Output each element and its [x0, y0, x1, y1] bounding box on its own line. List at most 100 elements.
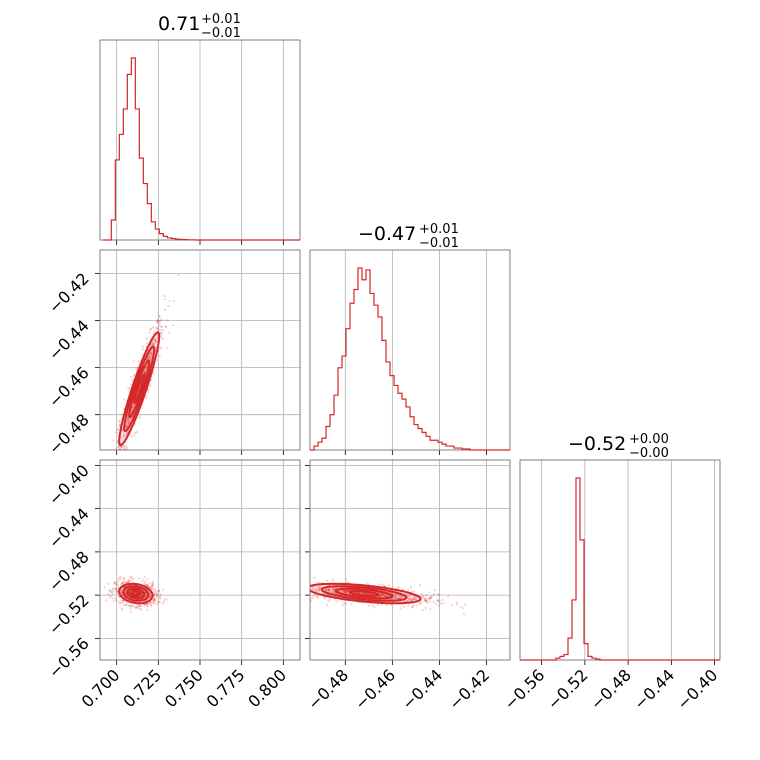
sample-point: [127, 421, 130, 424]
contour-level-0: [348, 590, 380, 597]
sample-point: [345, 591, 348, 594]
sample-point: [409, 597, 412, 600]
sample-point: [156, 329, 159, 332]
sample-point: [363, 592, 366, 595]
sample-point: [149, 328, 153, 331]
sample-point: [127, 386, 130, 390]
sample-point: [152, 599, 155, 602]
sample-point: [163, 298, 166, 301]
sample-point: [157, 589, 161, 592]
sample-point: [130, 409, 133, 412]
sample-point: [345, 589, 348, 592]
sample-point: [166, 347, 169, 350]
sample-point: [316, 596, 319, 599]
sample-point: [153, 599, 156, 602]
sample-point: [155, 321, 158, 324]
sample-point: [152, 343, 156, 346]
x-tick-labels-2: −0.56−0.52−0.48−0.44−0.40: [500, 665, 721, 713]
sample-point: [304, 587, 306, 589]
sample-point: [328, 598, 332, 601]
sample-point: [450, 603, 453, 607]
sample-point: [144, 371, 147, 375]
sample-point: [148, 592, 151, 595]
sample-point: [137, 360, 140, 363]
sample-point: [407, 604, 410, 607]
sample-point: [154, 591, 157, 594]
sample-point: [127, 580, 130, 584]
x-tick-labels-1: −0.48−0.46−0.44−0.42: [304, 665, 493, 713]
sample-point: [145, 604, 149, 607]
sample-point: [124, 591, 127, 595]
x-tick-label: −0.56: [500, 665, 548, 713]
sample-point: [140, 608, 143, 611]
sample-point: [120, 451, 122, 453]
sample-point: [158, 321, 161, 324]
sample-point: [117, 600, 120, 603]
title-value-0: 0.71: [158, 13, 200, 35]
sample-point: [132, 605, 135, 608]
sample-point: [116, 592, 119, 595]
sample-point: [144, 583, 148, 586]
sample-point: [345, 589, 348, 593]
sample-point: [143, 580, 146, 583]
title-minus-0: −0.01: [201, 26, 241, 41]
sample-point: [161, 328, 164, 331]
sample-point: [129, 607, 132, 610]
sample-point: [379, 593, 382, 596]
sample-point: [413, 590, 416, 593]
sample-point: [432, 600, 435, 603]
sample-point: [152, 343, 155, 346]
sample-point: [305, 598, 307, 600]
y-tick-label: −0.48: [45, 410, 93, 458]
sample-point: [289, 582, 291, 584]
sample-point: [367, 604, 370, 607]
sample-point: [133, 373, 136, 376]
sample-point: [413, 597, 416, 601]
sample-point: [107, 592, 110, 596]
sample-point: [419, 583, 422, 587]
sample-point: [387, 584, 391, 587]
sample-point: [114, 598, 118, 602]
sample-point: [437, 604, 440, 608]
sample-point: [146, 602, 149, 606]
sample-point: [344, 591, 347, 594]
sample-point: [347, 590, 350, 593]
sample-point: [120, 607, 123, 610]
sample-point: [164, 325, 167, 328]
sample-point: [154, 588, 157, 591]
y-tick-labels-2: −0.56−0.52−0.48−0.44−0.40: [45, 461, 93, 682]
sample-point: [138, 415, 141, 418]
sample-point: [438, 600, 441, 603]
sample-point: [316, 595, 319, 598]
sample-point: [408, 597, 411, 601]
title-value-2: −0.52: [568, 433, 626, 455]
sample-point: [156, 327, 159, 330]
sample-point: [150, 378, 153, 381]
sample-point: [122, 576, 125, 579]
sample-point: [122, 432, 125, 435]
sample-point: [117, 469, 119, 471]
sample-point: [112, 587, 115, 590]
sample-point: [116, 584, 119, 587]
sample-point: [278, 585, 280, 587]
sample-point: [152, 373, 155, 376]
sample-point: [132, 374, 135, 377]
sample-point: [379, 594, 382, 597]
sample-point: [129, 610, 133, 613]
sample-point: [150, 585, 154, 588]
sample-point: [160, 318, 163, 321]
sample-point: [306, 582, 308, 584]
sample-point: [410, 598, 413, 602]
sample-point: [292, 592, 294, 594]
sample-point: [119, 601, 122, 605]
sample-point: [396, 587, 399, 590]
sample-point: [137, 577, 141, 580]
sample-point: [158, 329, 162, 332]
title-value-1: −0.47: [358, 223, 416, 245]
sample-point: [273, 592, 275, 594]
sample-point: [138, 604, 141, 607]
sample-point: [160, 325, 163, 328]
sample-point: [156, 594, 159, 597]
sample-point: [122, 599, 125, 602]
sample-point: [147, 356, 150, 359]
